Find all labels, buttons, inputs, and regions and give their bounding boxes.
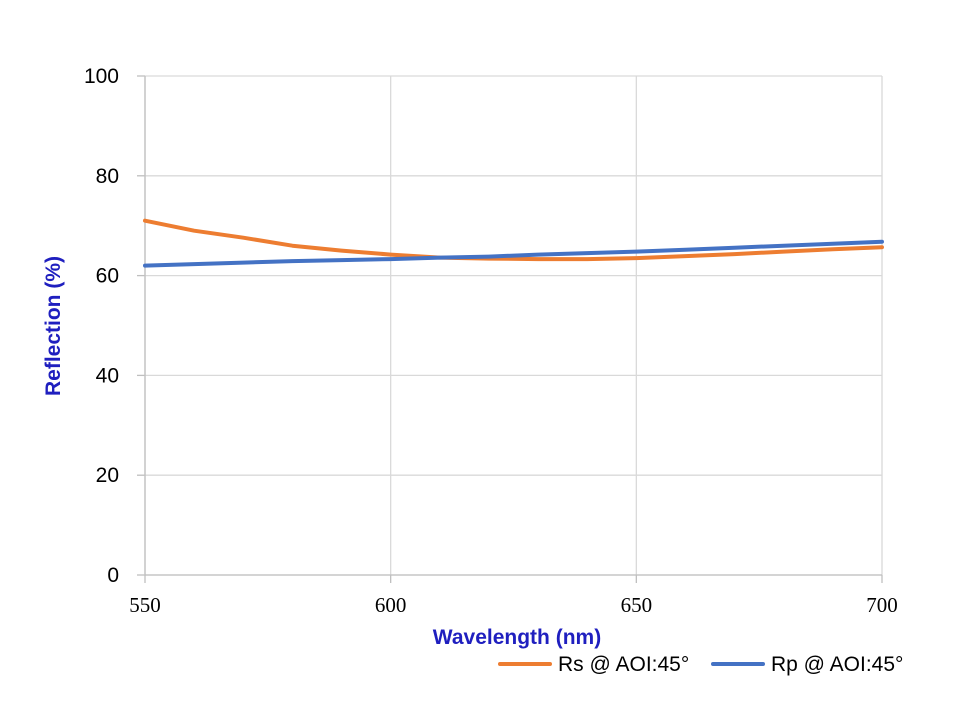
x-tick-label: 550: [129, 593, 161, 617]
legend: Rs @ AOI:45° Rp @ AOI:45°: [498, 653, 903, 676]
x-axis-title: Wavelength (nm): [433, 626, 601, 649]
series-layer: [143, 218, 884, 268]
y-tick-label: 40: [96, 364, 119, 387]
grid: [137, 75, 883, 583]
legend-label-1: Rs @ AOI:45°: [558, 653, 689, 676]
y-tick-label: 20: [96, 464, 119, 487]
legend-label-2: Rp @ AOI:45°: [771, 653, 903, 676]
y-tick-label: 0: [107, 564, 119, 587]
y-tick-label: 100: [84, 65, 119, 88]
x-tick-labels: 550 600 650 700: [129, 593, 898, 617]
x-tick-label: 600: [375, 593, 407, 617]
y-axis-title: Reflection (%): [42, 256, 65, 396]
series-line-1: [143, 218, 884, 262]
series-line-2: [143, 239, 884, 268]
y-tick-label: 80: [96, 165, 119, 188]
y-tick-label: 60: [96, 265, 119, 288]
y-tick-labels: 0 20 40 60 80 100: [84, 65, 119, 587]
x-tick-label: 700: [866, 593, 898, 617]
x-tick-label: 650: [621, 593, 653, 617]
